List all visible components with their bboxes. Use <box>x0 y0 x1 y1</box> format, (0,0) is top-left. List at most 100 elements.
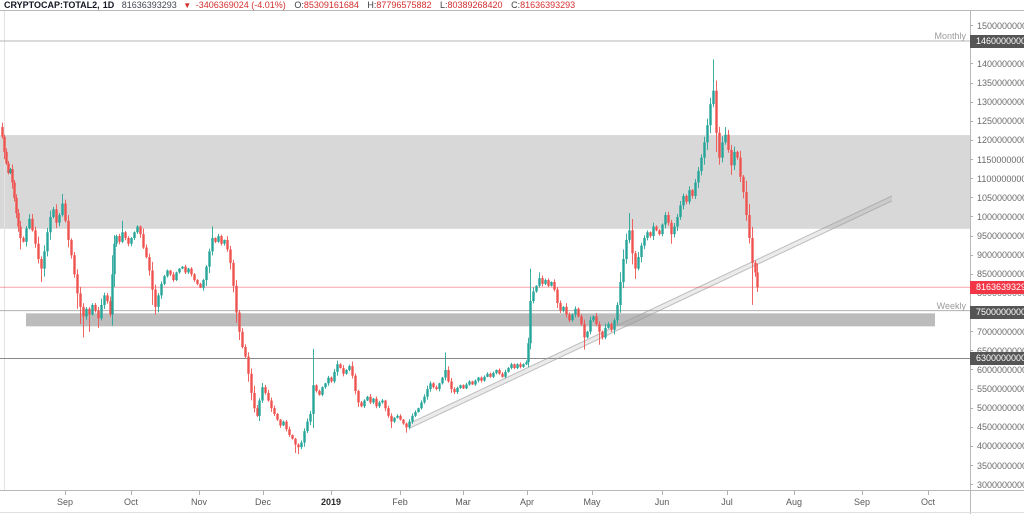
price-axis-label: 85000000000 <box>977 269 1024 280</box>
price-axis-label: 65000000000 <box>977 345 1024 356</box>
trend-channel-upper-line <box>409 195 893 424</box>
down-arrow-icon: ▼ <box>183 1 192 10</box>
time-axis-label: Mar <box>455 497 471 507</box>
candles-group <box>1 59 759 455</box>
symbol-name: CRYPTOCAP:TOTAL2, <box>4 0 100 10</box>
time-axis-label: Oct <box>123 497 139 507</box>
price-tick <box>970 120 973 122</box>
close-value: C:81636393293 <box>511 0 576 10</box>
high-value: H:87796575882 <box>367 0 432 10</box>
time-tick <box>662 491 663 495</box>
price-axis-label: 60000000000 <box>977 364 1024 375</box>
price-axis-label: 110000000000 <box>977 173 1024 184</box>
low-value: L:80389268420 <box>439 0 503 10</box>
time-axis-label: Sep <box>853 497 871 507</box>
price-axis-label: 95000000000 <box>977 231 1024 242</box>
price-tick <box>970 101 973 103</box>
time-axis-label: Aug <box>785 497 803 507</box>
lower-demand-zone <box>26 313 935 327</box>
level-price-tag: 75000000000 <box>970 306 1024 320</box>
level-price-tag: 146000000000 <box>970 34 1024 48</box>
price-tick <box>970 63 973 65</box>
level-price-tag: 63000000000 <box>970 351 1024 365</box>
open-value: O:85309161684 <box>294 0 359 10</box>
time-tick <box>592 491 593 495</box>
price-axis-label: 135000000000 <box>977 78 1024 89</box>
time-tick <box>727 491 728 495</box>
price-axis-label: 90000000000 <box>977 250 1024 261</box>
price-change: -3406369024 (-4.01%) <box>195 0 286 10</box>
price-tick <box>970 235 973 237</box>
price-tick <box>970 178 973 180</box>
time-tick <box>527 491 528 495</box>
time-axis-label: Dec <box>254 497 272 507</box>
price-axis-label: 35000000000 <box>977 460 1024 471</box>
time-axis-label: Nov <box>190 497 208 507</box>
time-axis-label: May <box>583 497 601 507</box>
trend-channel-lower-line <box>409 200 893 429</box>
price-axis[interactable]: 1500000000001450000000001400000000001350… <box>970 10 1024 490</box>
time-tick <box>131 491 132 495</box>
high-label: H: <box>367 0 377 10</box>
time-axis-label: Apr <box>519 497 535 507</box>
price-axis-label: 115000000000 <box>977 154 1024 165</box>
price-tick <box>970 139 973 141</box>
price-axis-label: 150000000000 <box>977 20 1024 31</box>
time-tick <box>400 491 401 495</box>
price-tick <box>970 331 973 333</box>
price-axis-label: 130000000000 <box>977 97 1024 108</box>
time-axis-label: Sep <box>56 497 74 507</box>
time-tick <box>331 491 332 495</box>
price-axis-label: 120000000000 <box>977 135 1024 146</box>
time-axis-label: Feb <box>392 497 408 507</box>
price-tick <box>970 407 973 409</box>
time-axis-label: Jul <box>721 497 733 507</box>
price-axis-label: 55000000000 <box>977 384 1024 395</box>
time-tick <box>794 491 795 495</box>
weekly-line-label: Weekly <box>936 300 966 311</box>
time-axis-label: 2019 <box>320 497 342 507</box>
price-axis-label: 30000000000 <box>977 479 1024 490</box>
price-tick <box>970 465 973 467</box>
price-axis-label: 70000000000 <box>977 326 1024 337</box>
open-label: O: <box>294 0 304 10</box>
price-axis-label: 105000000000 <box>977 192 1024 203</box>
monthly-line-label: Monthly <box>934 31 966 41</box>
price-axis-label: 45000000000 <box>977 422 1024 433</box>
price-tick <box>970 254 973 256</box>
price-axis-label: 100000000000 <box>977 211 1024 222</box>
time-tick <box>928 491 929 495</box>
time-tick <box>263 491 264 495</box>
last-price: 81636393293 <box>121 0 177 10</box>
time-tick <box>65 491 66 495</box>
close-label: C: <box>511 0 521 10</box>
price-tick <box>970 388 973 390</box>
symbol-legend[interactable]: CRYPTOCAP:TOTAL2, 1D 81636393293 ▼ -34063… <box>4 0 575 10</box>
time-tick <box>199 491 200 495</box>
price-tick <box>970 484 973 486</box>
price-axis-label: 50000000000 <box>977 403 1024 414</box>
price-tick <box>970 159 973 161</box>
interval-label: 1D <box>102 0 115 10</box>
time-tick <box>463 491 464 495</box>
time-axis[interactable]: Sep Oct Nov Dec 2019 Feb Mar Apr May Jun Jul Aug Sep… <box>0 491 1024 514</box>
price-tick <box>970 350 973 352</box>
price-axis-label: 125000000000 <box>977 116 1024 127</box>
time-axis-label: Oct <box>920 497 936 507</box>
price-tick <box>970 445 973 447</box>
price-tick <box>970 216 973 218</box>
price-tick <box>970 197 973 199</box>
time-axis-label: Jun <box>654 497 670 507</box>
price-axis-label: 40000000000 <box>977 441 1024 452</box>
time-tick <box>862 491 863 495</box>
price-tick <box>970 273 973 275</box>
upper-supply-zone <box>0 135 970 229</box>
price-tick <box>970 25 973 27</box>
price-axis-label: 140000000000 <box>977 58 1024 69</box>
low-label: L: <box>439 0 448 10</box>
price-tick <box>970 426 973 428</box>
current-price-tag: 81636393293 <box>970 280 1024 294</box>
price-tick <box>970 82 973 84</box>
